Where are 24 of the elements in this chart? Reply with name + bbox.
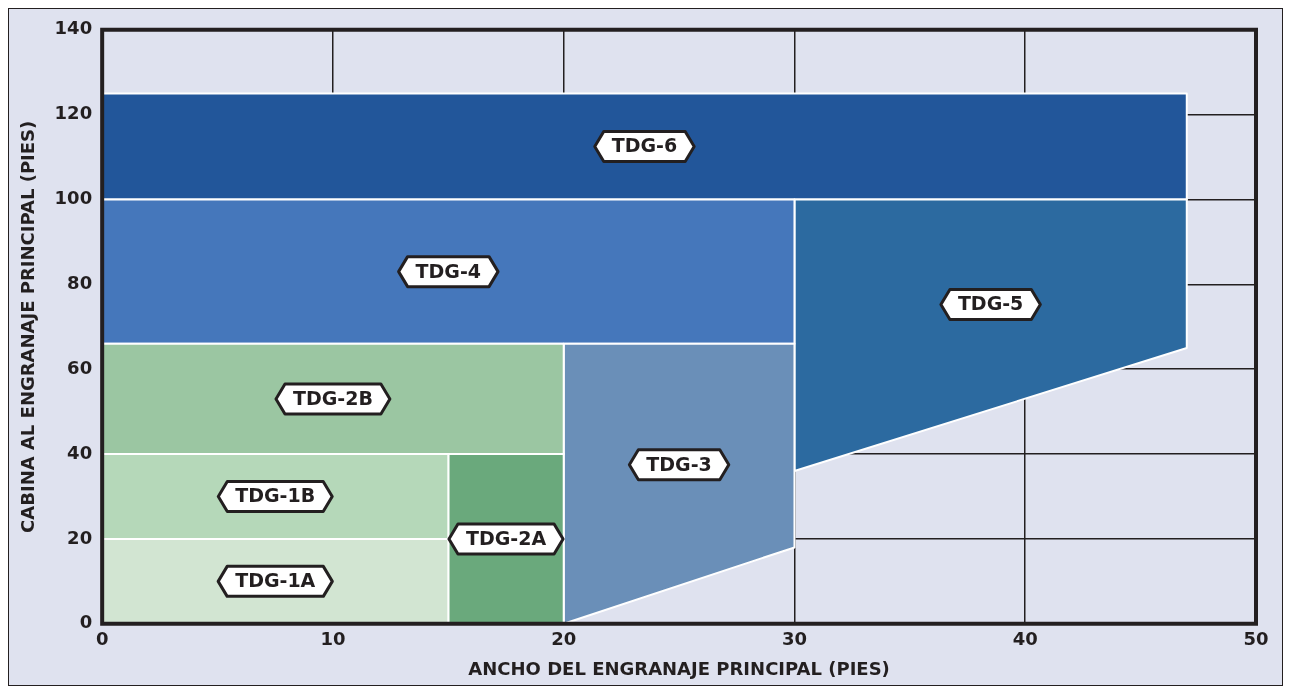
series-label: TDG-1A	[235, 569, 316, 592]
x-tick-label: 50	[1243, 628, 1269, 650]
y-axis-title: CABINA AL ENGRANAJE PRINCIPAL (PIES)	[17, 120, 39, 533]
x-tick-label: 30	[781, 628, 807, 650]
series-label: TDG-4	[415, 259, 482, 282]
x-tick-label: 0	[95, 628, 109, 650]
series-label: TDG-6	[611, 134, 678, 157]
series-label: TDG-2A	[465, 526, 547, 549]
y-tick-label: 100	[54, 187, 93, 209]
y-tick-label: 0	[79, 611, 93, 633]
y-tick-label: 120	[54, 102, 93, 124]
x-tick-label: 20	[551, 628, 577, 650]
series-label: TDG-5	[957, 292, 1024, 315]
y-tick-label: 140	[54, 17, 93, 39]
x-tick-label: 10	[320, 628, 346, 650]
y-tick-label: 20	[67, 526, 93, 548]
series-label: TDG-1B	[235, 484, 316, 507]
series-label: TDG-2B	[292, 386, 373, 409]
x-axis-title: ANCHO DEL ENGRANAJE PRINCIPAL (PIES)	[468, 657, 890, 679]
y-tick-label: 80	[67, 272, 93, 294]
y-tick-label: 60	[67, 356, 93, 378]
y-tick-label: 40	[67, 441, 93, 463]
series-label: TDG-3	[646, 452, 712, 475]
x-tick-label: 40	[1012, 628, 1038, 650]
